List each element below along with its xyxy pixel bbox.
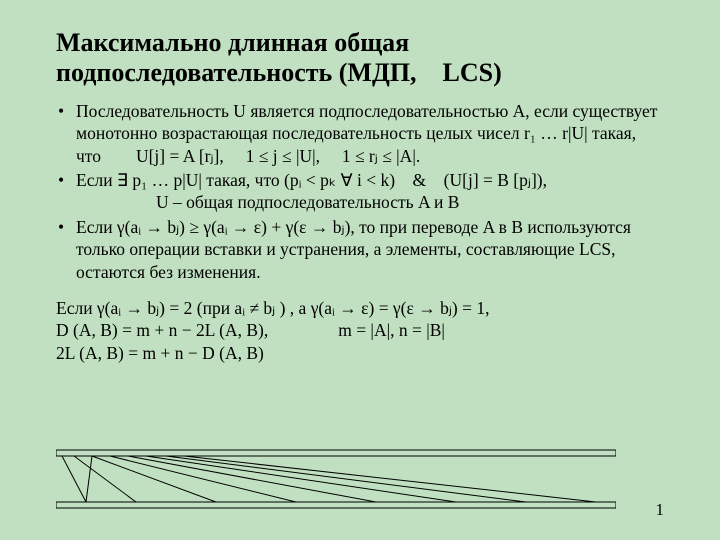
bullet-list: Последовательность U является подпоследо… (56, 100, 664, 283)
bullet-item: Если ∃ p₁ … p|U| такая, что (pᵢ < pₖ ∀ i… (56, 169, 664, 214)
formula-line: Если γ(aᵢ → bⱼ) = 2 (при aᵢ ≠ bⱼ ) , а γ… (56, 298, 489, 318)
bullet-text: Если ∃ p₁ … p|U| такая, что (pᵢ < pₖ ∀ i… (76, 170, 547, 190)
bullet-subtext: U – общая подпоследовательность A и B (76, 191, 664, 213)
bullet-text: Последовательность U является подпоследо… (76, 101, 657, 166)
formula-line: 2L (A, B) = m + n − D (A, B) (56, 343, 264, 363)
formula-block: Если γ(aᵢ → bⱼ) = 2 (при aᵢ ≠ bⱼ ) , а γ… (56, 297, 664, 364)
slide-title: Максимально длинная общая подпоследовате… (56, 28, 664, 88)
slide: Максимально длинная общая подпоследовате… (0, 0, 720, 540)
page-number: 1 (656, 500, 665, 520)
bullet-item: Если γ(aᵢ → bⱼ) ≥ γ(aᵢ → ε) + γ(ε → bⱼ),… (56, 216, 664, 283)
bullet-text: Если γ(aᵢ → bⱼ) ≥ γ(aᵢ → ε) + γ(ε → bⱼ),… (76, 217, 631, 282)
bullet-item: Последовательность U является подпоследо… (56, 100, 664, 167)
alignment-diagram (56, 442, 616, 512)
formula-line: D (A, B) = m + n − 2L (A, B), m = |A|, n… (56, 320, 445, 340)
